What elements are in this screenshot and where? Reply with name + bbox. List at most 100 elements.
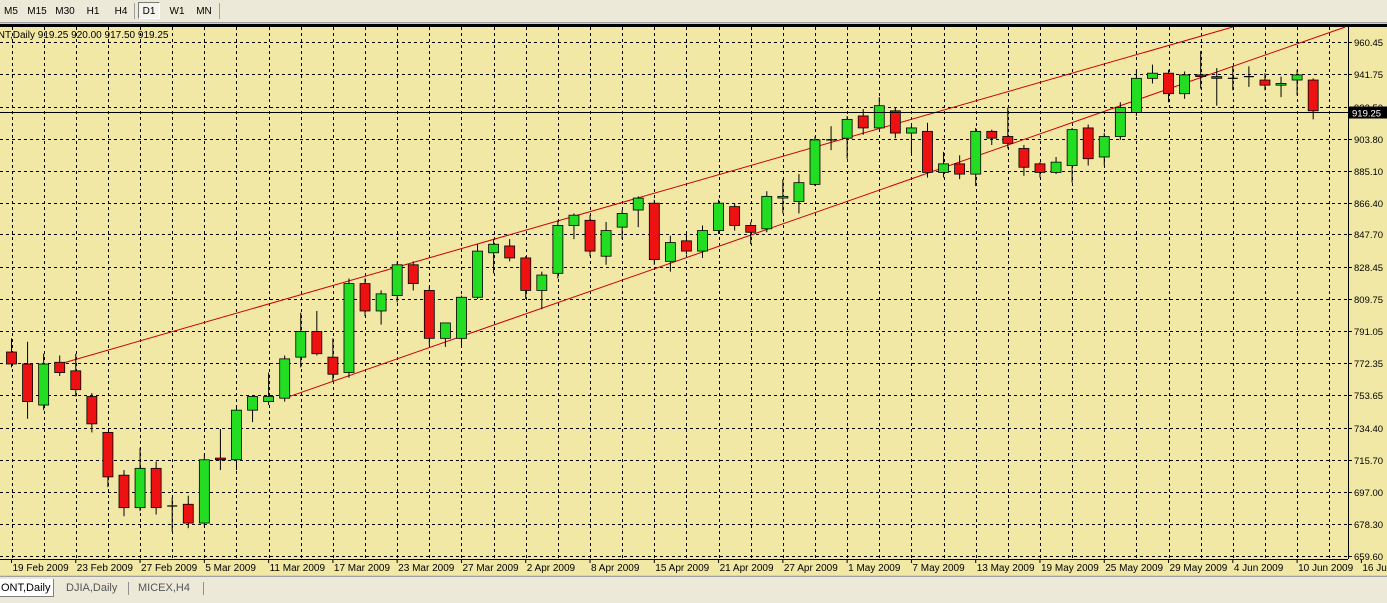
candle [102, 432, 114, 488]
y-tick-label: 828.45 [1354, 263, 1383, 274]
candle [182, 495, 194, 529]
candle-body [215, 457, 226, 461]
candle-body [1002, 136, 1014, 144]
tab-djia-daily[interactable]: DJIA,Daily [66, 582, 118, 594]
candle [777, 179, 789, 214]
candle [456, 295, 467, 346]
candle-body [375, 293, 387, 312]
candle [809, 136, 821, 187]
timeframe-h1-button[interactable]: H1 [86, 6, 100, 17]
x-tick-label: 29 May 2009 [1170, 563, 1228, 574]
candle-body [632, 197, 644, 211]
y-tick-label: 847.70 [1354, 230, 1383, 241]
y-tick-label: 772.35 [1354, 359, 1383, 370]
candle [38, 353, 50, 411]
candle [215, 428, 226, 471]
candle [1098, 133, 1110, 166]
candle-body [729, 206, 741, 226]
x-tick-label: 8 Apr 2009 [591, 563, 640, 574]
timeframe-m5-button[interactable]: M5 [4, 6, 18, 17]
candle-body [986, 130, 998, 139]
candle [568, 213, 580, 240]
candle [359, 278, 371, 317]
timeframe-w1-button[interactable]: W1 [169, 6, 185, 17]
x-tick-label: 27 Apr 2009 [784, 563, 838, 574]
candle-body [520, 257, 532, 291]
candle [664, 235, 676, 272]
candle-body [6, 351, 17, 365]
candle [375, 290, 387, 325]
candle-body [1291, 74, 1303, 81]
x-tick-label: 15 Apr 2009 [655, 563, 709, 574]
candle [906, 124, 917, 154]
timeframe-d1-button[interactable]: D1 [138, 2, 160, 19]
candle-body [648, 202, 660, 261]
candle-body [1082, 127, 1094, 160]
candle [1275, 76, 1287, 98]
candle [247, 396, 258, 423]
current-price-box [1349, 106, 1387, 119]
candle [938, 151, 949, 178]
candle [488, 239, 500, 274]
x-tick-label: 23 Feb 2009 [77, 563, 134, 574]
candle-body [134, 467, 146, 509]
candle-body [1163, 72, 1174, 95]
candle [922, 122, 933, 178]
candle [954, 155, 966, 180]
candle-body [1114, 106, 1126, 137]
candle-body [954, 163, 966, 175]
candle [793, 174, 805, 214]
candle [584, 215, 596, 257]
candle [423, 287, 435, 346]
timeframe-mn-button[interactable]: MN [196, 6, 212, 17]
candle-body [1066, 129, 1078, 166]
candle [713, 199, 724, 234]
price-chart[interactable]: 960.45941.75922.50903.80885.10866.40847.… [0, 24, 1387, 575]
x-tick-label: 17 Mar 2009 [334, 563, 391, 574]
candle [198, 454, 210, 527]
chart-area[interactable]: 960.45941.75922.50903.80885.10866.40847.… [0, 24, 1387, 575]
candle-body [584, 219, 596, 252]
candle-body [873, 105, 885, 129]
candle [1179, 71, 1191, 99]
y-tick-label: 885.10 [1354, 167, 1383, 178]
y-tick-label: 753.65 [1354, 391, 1383, 402]
candle-body [970, 130, 982, 175]
x-tick-label: 16 Jun 2009 [1362, 563, 1387, 574]
candle-body [938, 163, 949, 173]
tab-micex-h4[interactable]: MICEX,H4 [138, 582, 190, 594]
x-tick-label: 21 Apr 2009 [720, 563, 774, 574]
candle [391, 261, 403, 303]
candle [729, 203, 741, 231]
axes: 960.45941.75922.50903.80885.10866.40847.… [0, 27, 1387, 575]
candle-body [681, 240, 692, 252]
candle [1114, 102, 1126, 140]
candle-body [1098, 136, 1110, 158]
candle [970, 127, 982, 187]
x-tick-label: 5 Mar 2009 [205, 563, 256, 574]
timeframe-m15-button[interactable]: M15 [27, 6, 47, 17]
candle [745, 222, 757, 245]
candle-body [38, 363, 50, 406]
timeframe-h4-button[interactable]: H4 [114, 6, 128, 17]
candle [681, 233, 692, 255]
candle-body [504, 245, 516, 259]
x-tick-label: 19 Feb 2009 [13, 563, 70, 574]
timeframe-m30-button[interactable]: M30 [55, 6, 75, 17]
candle [295, 312, 307, 368]
candle-body [906, 127, 917, 134]
candle [150, 461, 162, 515]
y-tick-label: 941.75 [1354, 70, 1383, 81]
candle [1050, 157, 1062, 175]
candle [472, 244, 483, 299]
candle-body [295, 331, 307, 358]
channel-upper-line[interactable] [59, 26, 1233, 365]
candle [1002, 107, 1014, 149]
candle-body [118, 474, 130, 509]
y-tick-label: 697.00 [1354, 488, 1383, 499]
candle-body [664, 242, 676, 262]
candle-body [1034, 163, 1046, 173]
candle [1243, 66, 1254, 87]
candle-body [1195, 74, 1207, 78]
tab-ont-daily[interactable]: ONT,Daily [0, 579, 54, 597]
